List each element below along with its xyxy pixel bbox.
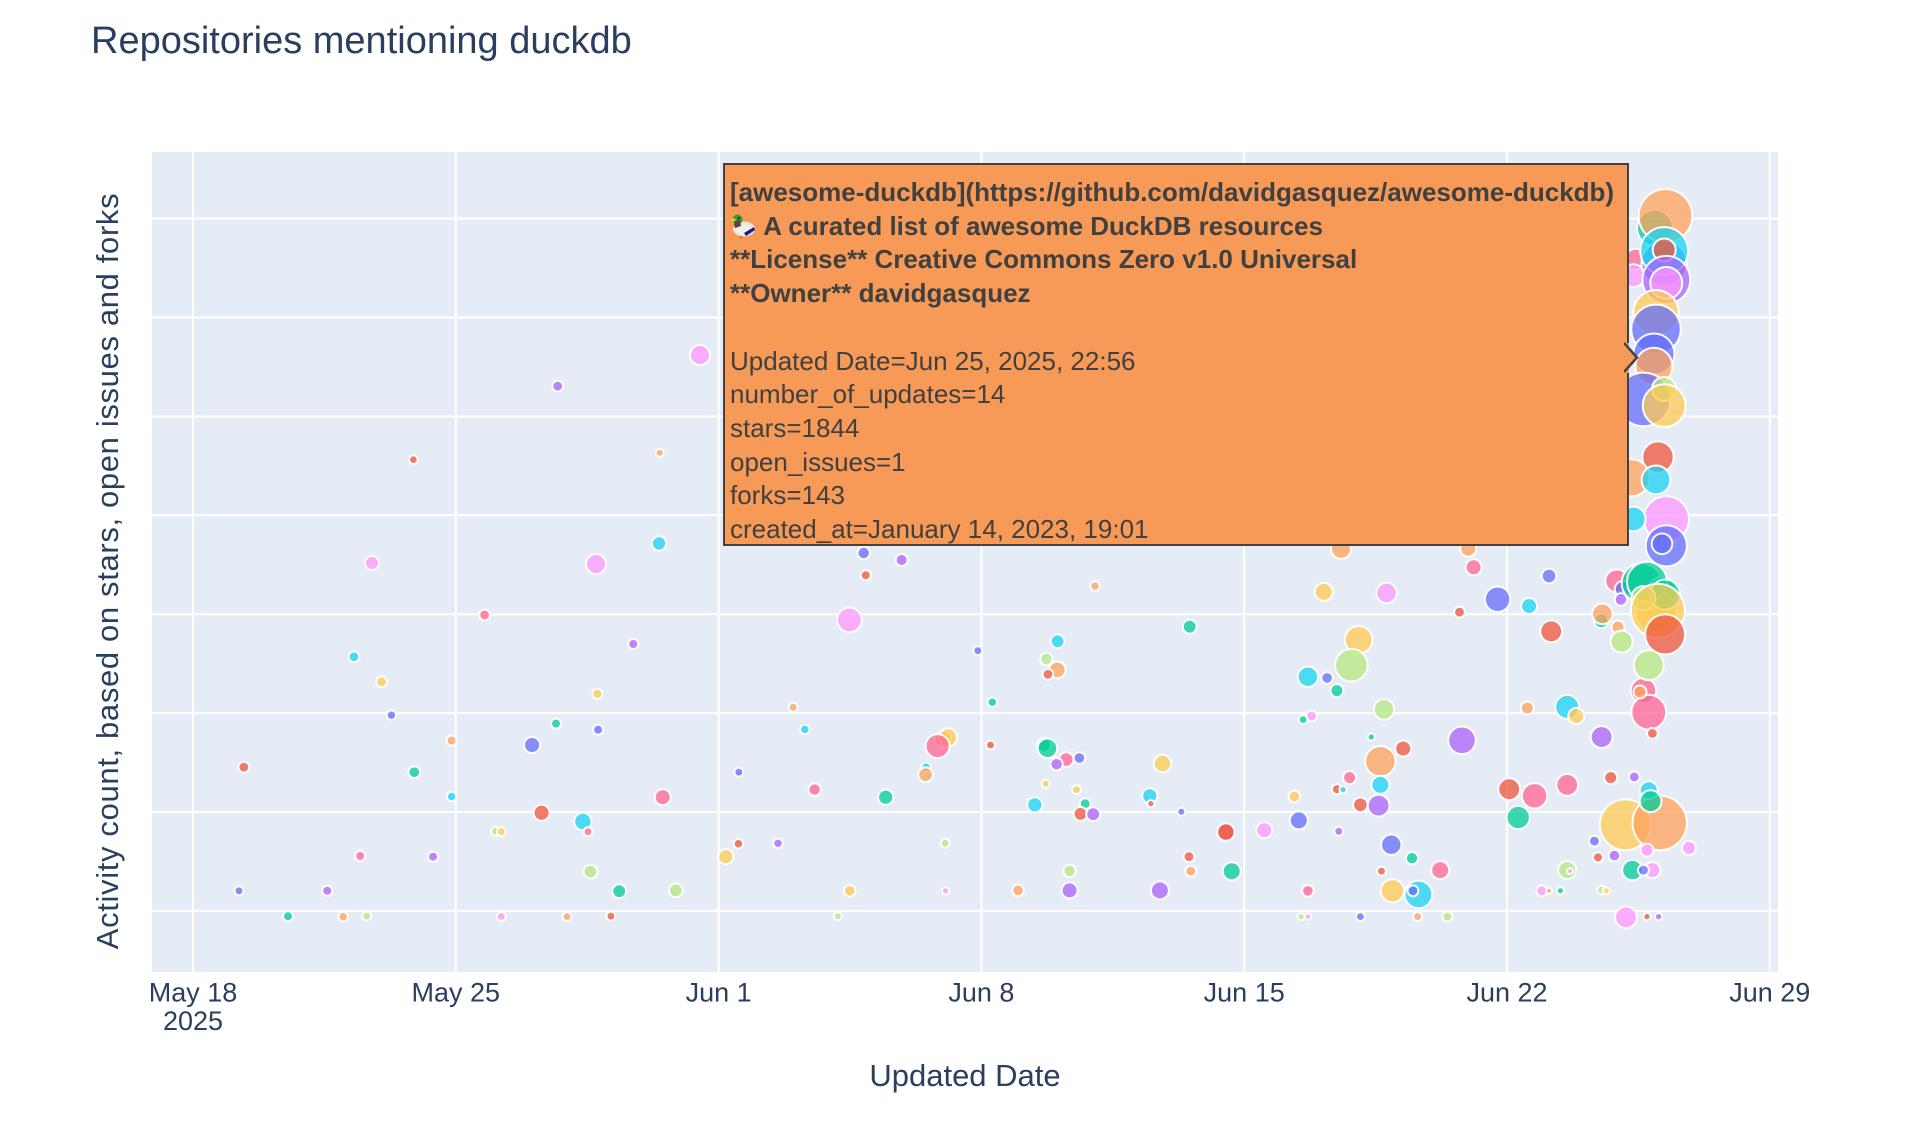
svg-text:2025: 2025	[163, 1006, 223, 1036]
svg-text:Activity count, based on stars: Activity count, based on stars, open iss…	[90, 193, 125, 949]
svg-text:Jun 22: Jun 22	[1466, 978, 1547, 1008]
svg-text:Jun 1: Jun 1	[686, 978, 752, 1008]
svg-text:Jun 8: Jun 8	[948, 978, 1014, 1008]
svg-text:Jun 29: Jun 29	[1729, 978, 1810, 1008]
svg-text:Jun 15: Jun 15	[1204, 978, 1285, 1008]
svg-text:Repositories mentioning duckdb: Repositories mentioning duckdb	[91, 20, 632, 62]
svg-text:May 25: May 25	[412, 978, 501, 1008]
svg-text:May 18: May 18	[149, 978, 238, 1008]
svg-text:Updated Date: Updated Date	[869, 1058, 1060, 1093]
